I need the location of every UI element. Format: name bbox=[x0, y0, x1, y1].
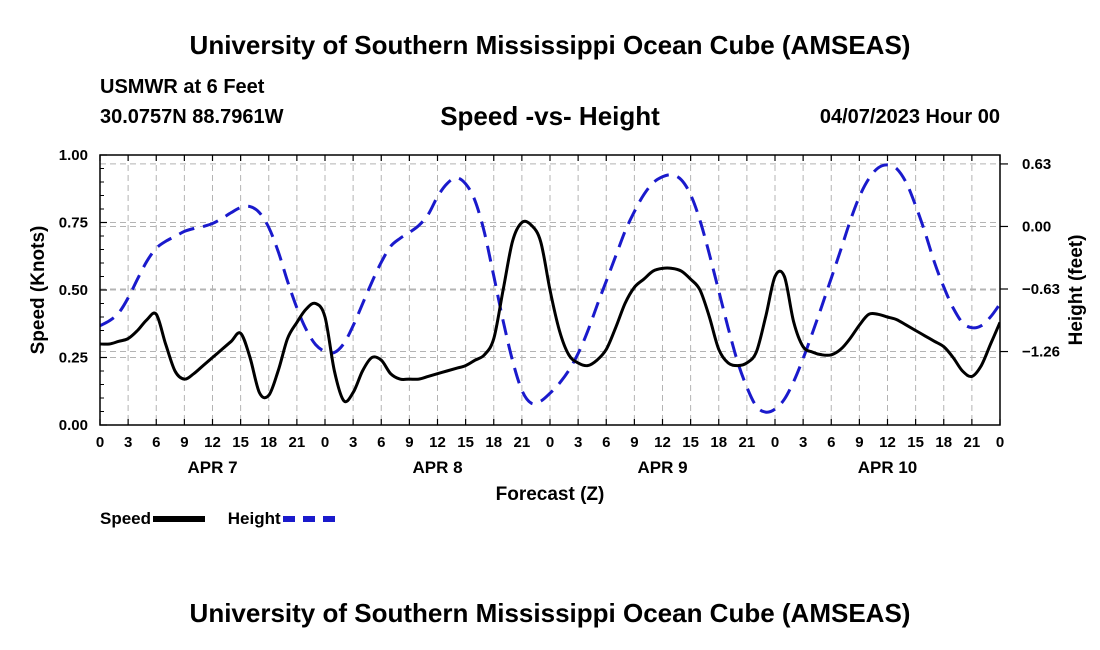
y2-axis-title: Height (feet) bbox=[1066, 235, 1087, 346]
x-tick-label: 12 bbox=[654, 434, 671, 451]
y-tick-label: 0.25 bbox=[59, 350, 88, 367]
x-tick-label: 18 bbox=[485, 434, 502, 451]
y-tick-label: 0.00 bbox=[59, 417, 88, 434]
y-tick-label: 1.00 bbox=[59, 147, 88, 164]
day-label: APR 8 bbox=[412, 458, 462, 477]
x-tick-label: 3 bbox=[574, 434, 582, 451]
y2-tick-label: −0.63 bbox=[1022, 281, 1060, 298]
footer-title: University of Southern Mississippi Ocean… bbox=[189, 598, 911, 628]
x-tick-label: 6 bbox=[377, 434, 385, 451]
x-tick-label: 3 bbox=[349, 434, 357, 451]
x-tick-label: 0 bbox=[96, 434, 104, 451]
y-tick-label: 0.75 bbox=[59, 215, 88, 232]
x-tick-label: 9 bbox=[405, 434, 413, 451]
y2-tick-label: 0.00 bbox=[1022, 218, 1051, 235]
speed-line-swatch-icon bbox=[153, 516, 206, 522]
x-tick-label: 9 bbox=[855, 434, 863, 451]
x-tick-label: 6 bbox=[602, 434, 610, 451]
x-tick-label: 15 bbox=[682, 434, 699, 451]
x-tick-label: 3 bbox=[124, 434, 132, 451]
legend-item-height: Height bbox=[228, 509, 335, 529]
legend: Speed Height bbox=[100, 509, 353, 529]
y-axis-title: Speed (Knots) bbox=[28, 226, 49, 355]
x-tick-label: 9 bbox=[630, 434, 638, 451]
x-tick-label: 12 bbox=[429, 434, 446, 451]
series-layer bbox=[100, 163, 1000, 414]
x-tick-label: 18 bbox=[935, 434, 952, 451]
legend-item-speed: Speed bbox=[100, 509, 206, 529]
speed-series-line bbox=[100, 219, 1000, 404]
x-tick-label: 0 bbox=[546, 434, 554, 451]
axis-labels: Forecast (Z) Speed (Knots) Height (feet)… bbox=[28, 147, 1087, 505]
x-tick-label: 6 bbox=[152, 434, 160, 451]
x-tick-label: 18 bbox=[260, 434, 277, 451]
x-tick-label: 0 bbox=[771, 434, 779, 451]
run-time: 04/07/2023 Hour 00 bbox=[819, 106, 1000, 128]
day-label: APR 10 bbox=[858, 458, 918, 477]
y2-tick-label: 0.63 bbox=[1022, 156, 1051, 173]
x-tick-label: 21 bbox=[289, 434, 306, 451]
x-tick-label: 15 bbox=[232, 434, 249, 451]
x-tick-label: 6 bbox=[827, 434, 835, 451]
chart-title: Speed -vs- Height bbox=[440, 101, 660, 131]
x-tick-label: 0 bbox=[996, 434, 1004, 451]
x-tick-label: 18 bbox=[710, 434, 727, 451]
height-line-swatch-icon bbox=[282, 516, 335, 522]
x-tick-label: 15 bbox=[457, 434, 474, 451]
legend-label-height: Height bbox=[227, 509, 281, 528]
x-tick-label: 21 bbox=[739, 434, 756, 451]
day-label: APR 9 bbox=[637, 458, 687, 477]
x-tick-label: 12 bbox=[879, 434, 896, 451]
day-label: APR 7 bbox=[187, 458, 237, 477]
height-series-line bbox=[100, 163, 1000, 414]
station-name: USMWR at 6 Feet bbox=[100, 76, 265, 98]
x-tick-label: 15 bbox=[907, 434, 924, 451]
x-tick-label: 3 bbox=[799, 434, 807, 451]
x-tick-label: 9 bbox=[180, 434, 188, 451]
y2-tick-label: −1.26 bbox=[1022, 344, 1060, 361]
tick-marks bbox=[99, 154, 1008, 426]
x-tick-label: 21 bbox=[964, 434, 981, 451]
main-title: University of Southern Mississippi Ocean… bbox=[189, 30, 911, 60]
station-coordinates: 30.0757N 88.7961W bbox=[100, 106, 284, 128]
x-axis-title: Forecast (Z) bbox=[496, 484, 605, 505]
x-tick-label: 12 bbox=[204, 434, 221, 451]
legend-label-speed: Speed bbox=[100, 509, 152, 528]
y-tick-label: 0.50 bbox=[59, 282, 88, 299]
x-tick-label: 0 bbox=[321, 434, 329, 451]
x-tick-label: 21 bbox=[514, 434, 531, 451]
